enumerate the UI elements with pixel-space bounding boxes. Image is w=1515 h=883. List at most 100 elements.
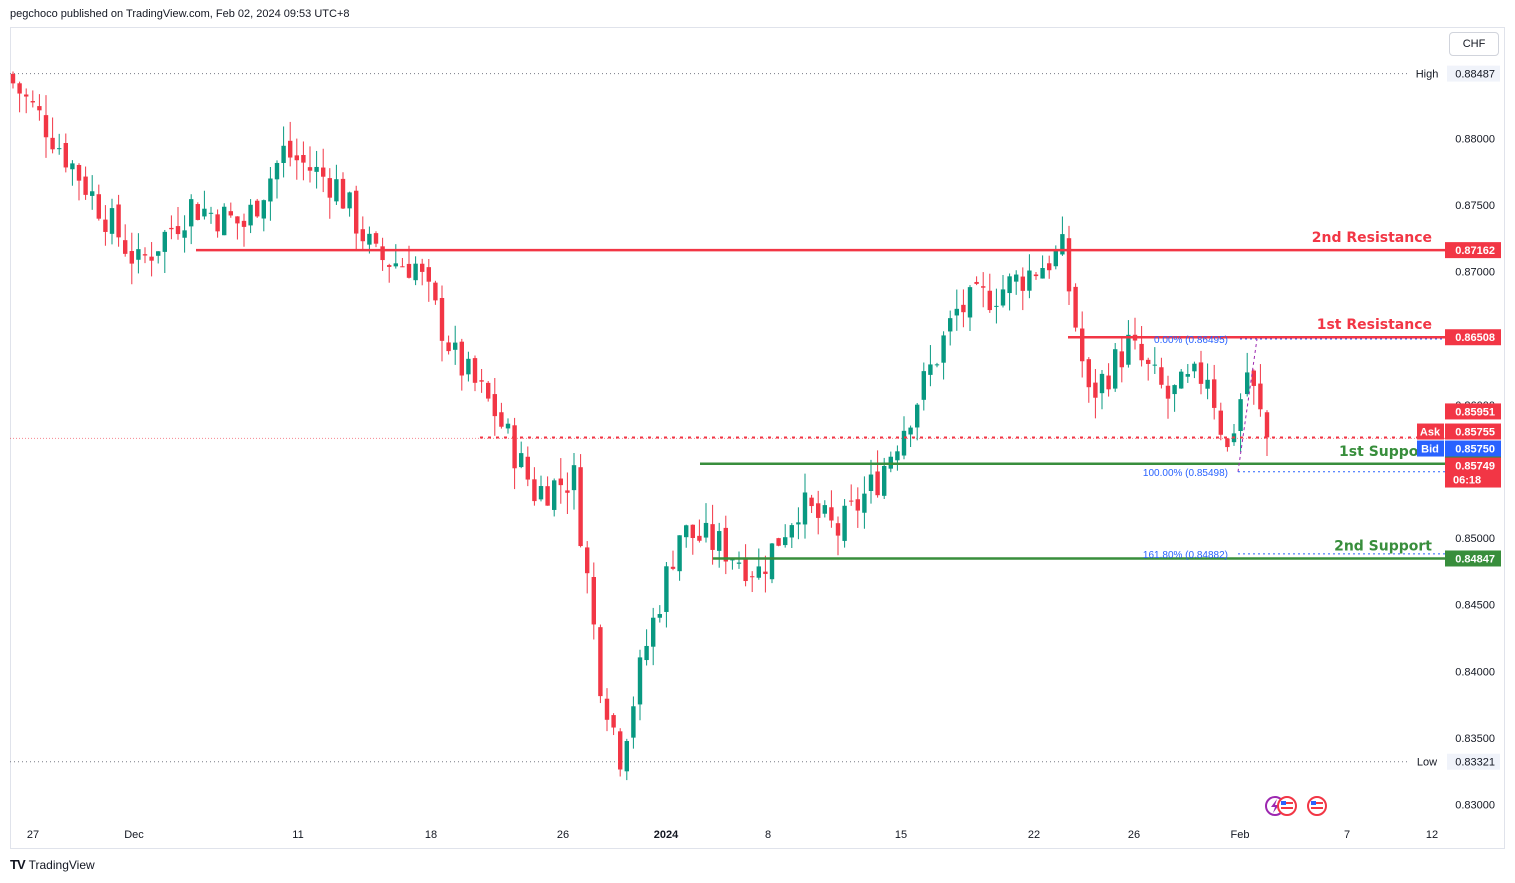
ask-badge: [1445, 423, 1501, 440]
event-icons[interactable]: [1265, 796, 1327, 816]
candle-body: [783, 537, 788, 546]
candle-body: [175, 226, 181, 235]
candle-body: [915, 404, 920, 428]
candle-body: [994, 305, 999, 307]
candle-body: [1027, 270, 1032, 291]
candle-body: [1086, 359, 1091, 388]
candle-body: [1264, 412, 1270, 438]
candle-body: [809, 497, 814, 507]
candle-body: [565, 490, 570, 493]
candle-body: [875, 471, 880, 496]
candle-body: [710, 524, 715, 550]
candle-body: [472, 358, 478, 383]
candle-body: [202, 208, 207, 217]
candle-body: [736, 562, 742, 564]
us-flag-icon-2[interactable]: [1307, 796, 1327, 816]
candle-body: [987, 290, 992, 311]
candle-body: [1060, 234, 1065, 255]
candle-body: [347, 192, 352, 209]
candle-body: [1119, 351, 1124, 368]
tradingview-logo[interactable]: TV TradingView: [10, 857, 95, 872]
candle-body: [314, 166, 319, 172]
candle-body: [17, 83, 22, 94]
candle-body: [1165, 385, 1171, 399]
candle-body: [90, 191, 95, 196]
fib-label: 0.00% (0.86495): [1154, 335, 1228, 346]
candle-body: [1020, 276, 1025, 291]
fib-trend-line: [1237, 338, 1258, 472]
candle-body: [802, 492, 808, 525]
candle-body: [677, 535, 682, 572]
candle-body: [10, 73, 16, 84]
candle-body: [393, 263, 398, 267]
candle-body: [637, 657, 643, 705]
us-flag-icon[interactable]: [1277, 796, 1297, 816]
candle-body: [162, 231, 167, 252]
candle-body: [142, 254, 148, 256]
candle-body: [769, 543, 775, 580]
ask-tag: [1417, 423, 1444, 440]
candle-body: [63, 142, 68, 168]
candle-body: [670, 566, 676, 569]
ask-value: 0.85755: [1455, 427, 1495, 439]
candle-body: [459, 341, 464, 376]
candle-body: [149, 256, 154, 261]
hl-label-bg: [1410, 753, 1445, 770]
candle-body: [189, 199, 194, 227]
bid-badge: [1445, 440, 1501, 457]
candle-body: [545, 486, 550, 506]
candle-body: [882, 465, 887, 496]
candle-body: [816, 503, 821, 518]
us-flag-stripes-2: [1281, 807, 1293, 809]
candle-body: [1179, 371, 1184, 389]
candle-body: [895, 451, 900, 461]
candle-body: [1007, 276, 1012, 294]
candle-body: [585, 547, 590, 574]
candle-body: [776, 538, 781, 546]
candle-body: [446, 342, 451, 352]
candle-body: [241, 220, 247, 227]
candle-body: [1245, 372, 1250, 395]
candle-body: [123, 240, 128, 254]
x-tick-label: 15: [895, 829, 907, 841]
candle-body: [109, 208, 115, 234]
candle-body: [387, 265, 392, 267]
x-tick-label: 11: [292, 829, 303, 841]
currency-selector[interactable]: CHF: [1449, 32, 1499, 56]
candle-body: [703, 522, 709, 538]
y-tick-label: 0.88000: [1455, 134, 1495, 146]
candle-body: [631, 706, 636, 738]
candle-body: [868, 474, 874, 491]
candle-body: [578, 467, 583, 547]
candle-body: [1066, 238, 1072, 292]
candle-body: [1258, 383, 1263, 410]
candle-body: [1251, 370, 1256, 386]
x-tick-label: 22: [1028, 829, 1040, 841]
candle-body: [1106, 375, 1111, 390]
fib-levels: 0.00% (0.86495) 100.00% (0.85498) 161.80% …: [1143, 335, 1445, 561]
candle-body: [789, 525, 794, 538]
candle-body: [486, 382, 491, 399]
candle-body: [684, 525, 689, 538]
candle-body: [525, 456, 530, 480]
candle-body: [1212, 379, 1217, 408]
candle-body: [103, 219, 108, 232]
candle-body: [756, 566, 761, 578]
candle-body: [1099, 373, 1105, 394]
x-tick-label: 2024: [654, 829, 679, 841]
level-label: 2nd Support: [1334, 538, 1432, 554]
candle-body: [1218, 410, 1223, 435]
candle-body: [420, 263, 425, 272]
level-badge-value: 0.86508: [1455, 332, 1495, 344]
y-tick-label: 0.87000: [1455, 267, 1495, 279]
high-low-lines: High 0.88487 Low 0.83321: [10, 65, 1500, 770]
candle-body: [492, 394, 497, 417]
level-badge: [1445, 550, 1501, 567]
candle-body: [406, 263, 412, 278]
candle-body: [624, 741, 629, 772]
low-label: Low: [1417, 757, 1437, 769]
last-price-badge: [1445, 457, 1501, 488]
bid-tag: [1417, 440, 1444, 457]
candle-body: [750, 576, 755, 578]
